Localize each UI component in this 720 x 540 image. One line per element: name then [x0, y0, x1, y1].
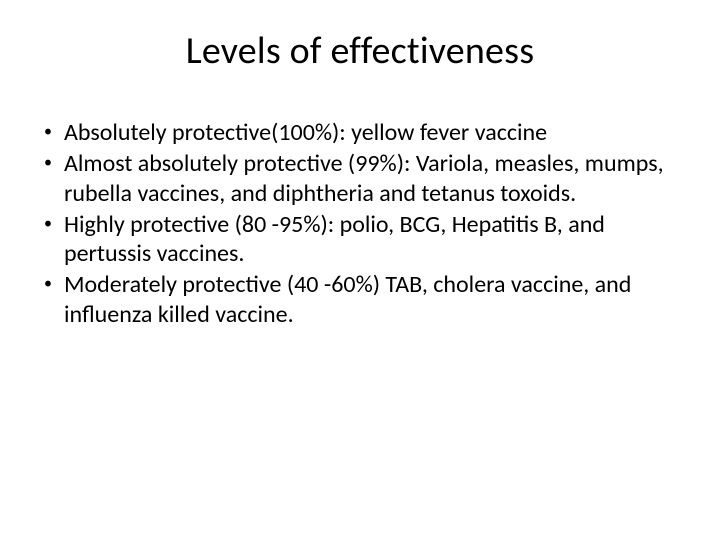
bullet-text: Highly protective (80 -95%): polio, BCG,… [64, 210, 686, 269]
bullet-icon: • [42, 118, 64, 147]
slide: Levels of effectiveness • Absolutely pro… [0, 0, 720, 540]
list-item: • Absolutely protective(100%): yellow fe… [42, 118, 686, 147]
bullet-icon: • [42, 149, 64, 178]
list-item: • Highly protective (80 -95%): polio, BC… [42, 210, 686, 269]
slide-content: • Absolutely protective(100%): yellow fe… [24, 118, 696, 329]
bullet-icon: • [42, 270, 64, 299]
list-item: • Almost absolutely protective (99%): Va… [42, 149, 686, 208]
bullet-text: Almost absolutely protective (99%): Vari… [64, 149, 686, 208]
bullet-icon: • [42, 210, 64, 239]
slide-title: Levels of effectiveness [24, 28, 696, 74]
bullet-text: Moderately protective (40 -60%) TAB, cho… [64, 270, 686, 329]
list-item: • Moderately protective (40 -60%) TAB, c… [42, 270, 686, 329]
bullet-text: Absolutely protective(100%): yellow feve… [64, 118, 686, 147]
